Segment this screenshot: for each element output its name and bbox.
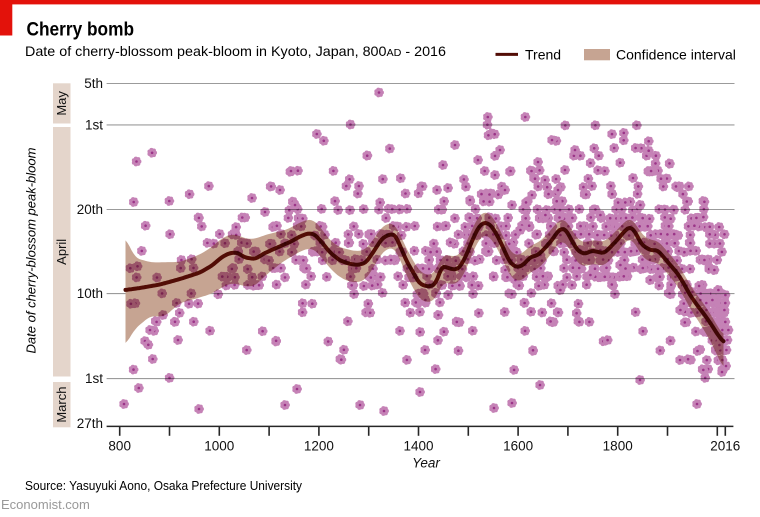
svg-text:800: 800 (108, 438, 131, 453)
svg-text:Cherry bomb: Cherry bomb (27, 19, 135, 41)
svg-text:1400: 1400 (403, 438, 433, 453)
svg-text:10th: 10th (77, 286, 103, 301)
svg-text:1000: 1000 (204, 438, 234, 453)
svg-text:April: April (54, 239, 69, 265)
svg-text:1200: 1200 (304, 438, 334, 453)
svg-text:Date of cherry-blossom peak-bl: Date of cherry-blossom peak-bloom (24, 147, 39, 353)
svg-text:5th: 5th (84, 76, 103, 91)
svg-text:Trend: Trend (525, 46, 561, 62)
svg-text:1st: 1st (85, 117, 103, 132)
svg-text:1600: 1600 (503, 438, 533, 453)
svg-text:20th: 20th (77, 202, 103, 217)
svg-text:Date of cherry-blossom peak-bl: Date of cherry-blossom peak-bloom in Kyo… (25, 43, 446, 59)
svg-text:Confidence interval: Confidence interval (616, 46, 736, 62)
svg-text:27th: 27th (77, 416, 103, 431)
svg-text:1800: 1800 (603, 438, 633, 453)
svg-text:2016: 2016 (710, 438, 740, 453)
svg-text:Source: Yasuyuki Aono, Osaka P: Source: Yasuyuki Aono, Osaka Prefecture … (25, 479, 303, 493)
svg-text:Economist.com: Economist.com (1, 497, 90, 512)
svg-text:Year: Year (412, 456, 440, 471)
svg-text:March: March (54, 387, 69, 423)
svg-text:1st: 1st (85, 371, 103, 386)
svg-text:May: May (54, 91, 69, 116)
